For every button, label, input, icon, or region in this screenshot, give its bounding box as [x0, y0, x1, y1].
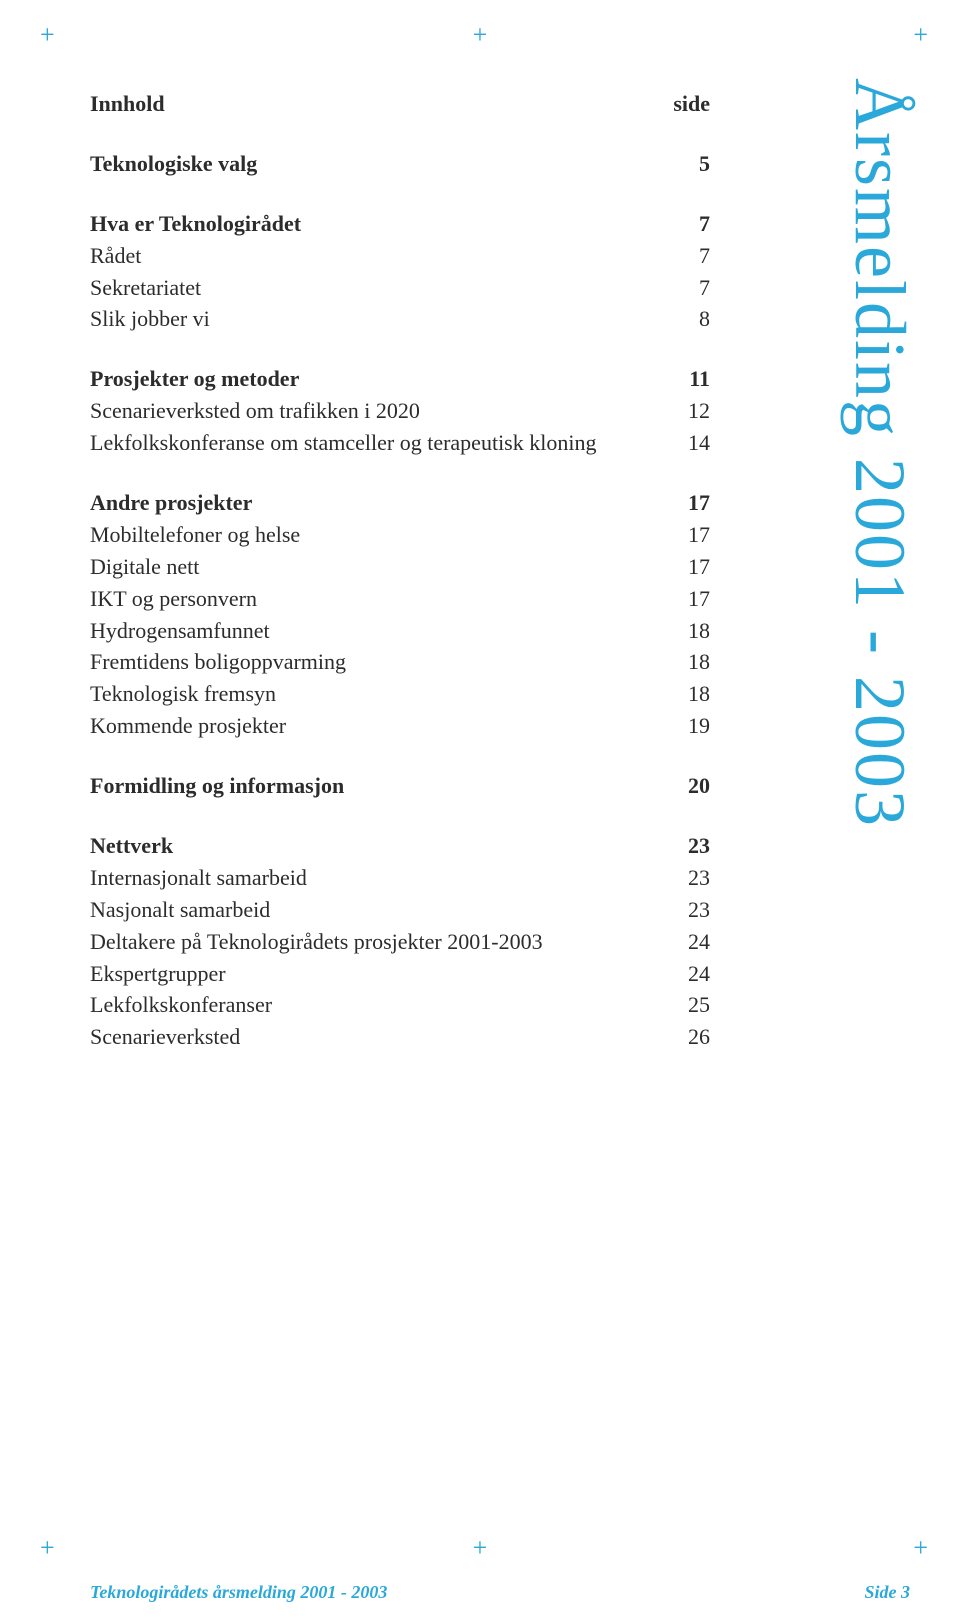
toc-row: Rådet7	[90, 240, 710, 272]
toc-page-number: 17	[650, 583, 710, 615]
toc-page-number: 23	[650, 830, 710, 862]
toc-label: Scenarieverksted om trafikken i 2020	[90, 395, 650, 427]
toc-label: Prosjekter og metoder	[90, 363, 650, 395]
toc-page-number: 25	[650, 989, 710, 1021]
toc-gap	[90, 742, 710, 770]
toc-label: Kommende prosjekter	[90, 710, 650, 742]
vertical-title: Årsmelding 2001 - 2003	[844, 78, 916, 828]
toc-label: Digitale nett	[90, 551, 650, 583]
toc-label: Hva er Teknologirådet	[90, 208, 650, 240]
toc-label: Nettverk	[90, 830, 650, 862]
footer-left: Teknologirådets årsmelding 2001 - 2003	[90, 1582, 387, 1603]
toc-label: Formidling og informasjon	[90, 770, 650, 802]
toc-row: IKT og personvern17	[90, 583, 710, 615]
crop-mark-icon: +	[40, 22, 55, 48]
toc-page-number: 23	[650, 862, 710, 894]
toc-row: Fremtidens boligoppvarming18	[90, 646, 710, 678]
toc-row: Internasjonalt samarbeid23	[90, 862, 710, 894]
toc-page-number: 24	[650, 958, 710, 990]
toc-header-label: Innhold	[90, 88, 650, 120]
toc-page-number: 23	[650, 894, 710, 926]
footer-right: Side 3	[864, 1582, 910, 1603]
toc-label: Hydrogensamfunnet	[90, 615, 650, 647]
toc-page-number: 18	[650, 678, 710, 710]
toc-page-number: 7	[650, 272, 710, 304]
toc-row: Hydrogensamfunnet18	[90, 615, 710, 647]
toc-header-page: side	[650, 88, 710, 120]
toc-page-number: 8	[650, 303, 710, 335]
toc-label: Deltakere på Teknologirådets prosjekter …	[90, 926, 650, 958]
page: + + + + + + Årsmelding 2001 - 2003 Innho…	[0, 0, 960, 1621]
toc-label: Andre prosjekter	[90, 487, 650, 519]
toc-label: Nasjonalt samarbeid	[90, 894, 650, 926]
toc-body: Teknologiske valg5Hva er Teknologirådet7…	[90, 120, 710, 1053]
crop-mark-icon: +	[40, 1535, 55, 1561]
toc-page-number: 17	[650, 487, 710, 519]
toc-row: Scenarieverksted26	[90, 1021, 710, 1053]
toc-gap	[90, 335, 710, 363]
toc-row: Andre prosjekter17	[90, 487, 710, 519]
crop-mark-icon: +	[473, 1535, 488, 1561]
toc-page-number: 14	[650, 427, 710, 459]
toc-label: Mobiltelefoner og helse	[90, 519, 650, 551]
toc-content: Innhold side Teknologiske valg5Hva er Te…	[90, 88, 710, 1053]
toc-row: Teknologisk fremsyn18	[90, 678, 710, 710]
toc-row: Sekretariatet7	[90, 272, 710, 304]
toc-row: Deltakere på Teknologirådets prosjekter …	[90, 926, 710, 958]
toc-page-number: 17	[650, 519, 710, 551]
toc-label: Ekspertgrupper	[90, 958, 650, 990]
footer: Teknologirådets årsmelding 2001 - 2003 S…	[90, 1582, 910, 1603]
toc-row: Scenarieverksted om trafikken i 202012	[90, 395, 710, 427]
toc-page-number: 7	[650, 208, 710, 240]
toc-label: Sekretariatet	[90, 272, 650, 304]
toc-gap	[90, 459, 710, 487]
toc-row: Teknologiske valg5	[90, 148, 710, 180]
toc-page-number: 12	[650, 395, 710, 427]
toc-row: Nettverk23	[90, 830, 710, 862]
toc-page-number: 26	[650, 1021, 710, 1053]
toc-row: Ekspertgrupper24	[90, 958, 710, 990]
toc-row: Mobiltelefoner og helse17	[90, 519, 710, 551]
toc-label: Slik jobber vi	[90, 303, 650, 335]
toc-row: Lekfolkskonferanse om stamceller og tera…	[90, 427, 710, 459]
toc-label: Fremtidens boligoppvarming	[90, 646, 650, 678]
toc-page-number: 24	[650, 926, 710, 958]
toc-gap	[90, 120, 710, 148]
toc-label: Scenarieverksted	[90, 1021, 650, 1053]
toc-page-number: 17	[650, 551, 710, 583]
toc-label: Rådet	[90, 240, 650, 272]
toc-page-number: 5	[650, 148, 710, 180]
toc-page-number: 20	[650, 770, 710, 802]
toc-label: Teknologisk fremsyn	[90, 678, 650, 710]
toc-gap	[90, 802, 710, 830]
toc-row: Slik jobber vi8	[90, 303, 710, 335]
toc-page-number: 18	[650, 615, 710, 647]
toc-label: Teknologiske valg	[90, 148, 650, 180]
toc-row: Formidling og informasjon20	[90, 770, 710, 802]
toc-header-row: Innhold side	[90, 88, 710, 120]
toc-page-number: 19	[650, 710, 710, 742]
toc-page-number: 7	[650, 240, 710, 272]
toc-label: Lekfolkskonferanser	[90, 989, 650, 1021]
toc-gap	[90, 180, 710, 208]
toc-label: IKT og personvern	[90, 583, 650, 615]
toc-row: Lekfolkskonferanser25	[90, 989, 710, 1021]
toc-row: Digitale nett17	[90, 551, 710, 583]
toc-page-number: 18	[650, 646, 710, 678]
toc-label: Internasjonalt samarbeid	[90, 862, 650, 894]
crop-mark-icon: +	[473, 22, 488, 48]
crop-mark-icon: +	[913, 22, 928, 48]
toc-label: Lekfolkskonferanse om stamceller og tera…	[90, 427, 650, 459]
toc-row: Nasjonalt samarbeid23	[90, 894, 710, 926]
toc-row: Prosjekter og metoder11	[90, 363, 710, 395]
toc-row: Kommende prosjekter19	[90, 710, 710, 742]
toc-page-number: 11	[650, 363, 710, 395]
toc-row: Hva er Teknologirådet7	[90, 208, 710, 240]
crop-mark-icon: +	[913, 1535, 928, 1561]
